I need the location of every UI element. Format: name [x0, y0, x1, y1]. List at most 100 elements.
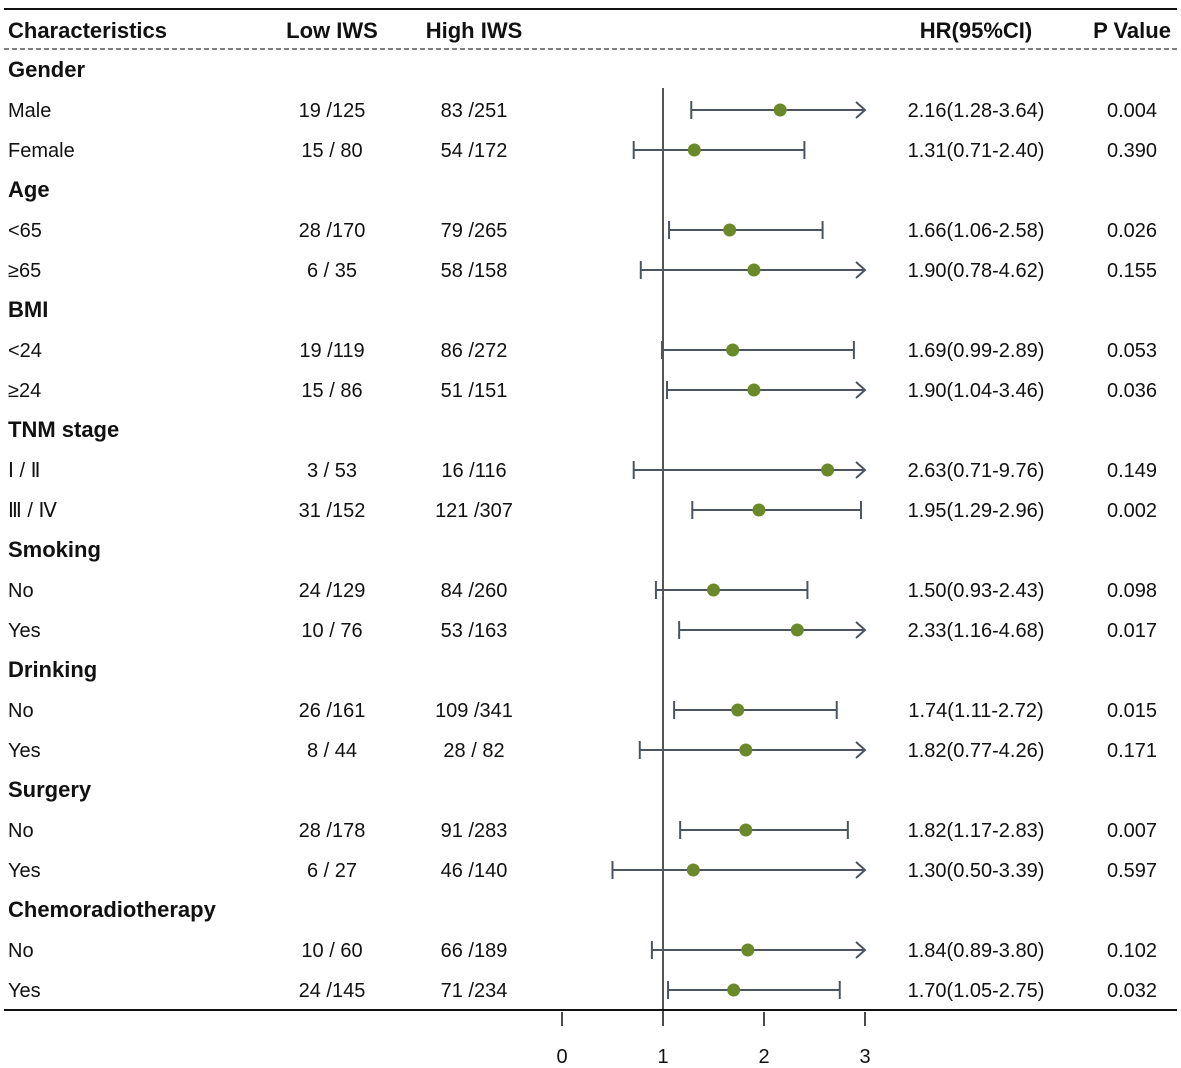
p-value-cell: 0.155	[1107, 260, 1157, 282]
hr-point	[726, 343, 740, 357]
p-value-cell: 0.007	[1107, 820, 1157, 842]
high-iws-cell: 79 /265	[441, 220, 508, 242]
low-iws-cell: 28 /170	[299, 220, 366, 242]
hr-point	[723, 223, 737, 237]
row-label: Ⅲ / Ⅳ	[8, 500, 57, 522]
group-label: TNM stage	[8, 417, 119, 442]
low-iws-cell: 15 / 86	[301, 380, 362, 402]
low-iws-cell: 10 / 76	[301, 620, 362, 642]
hr-point	[727, 983, 741, 997]
ci-arrow-icon	[855, 941, 867, 959]
low-iws-cell: 19 /125	[299, 100, 366, 122]
high-iws-cell: 53 /163	[441, 620, 508, 642]
table-row: <24 19 /119 86 /272 1.69(0.99-2.89) 0.053	[8, 340, 1157, 362]
low-iws-cell: 24 /145	[299, 980, 366, 1002]
header-hr: HR(95%CI)	[920, 18, 1032, 43]
group-label: Gender	[8, 57, 85, 82]
table-row: Ⅲ / Ⅳ 31 /152 121 /307 1.95(1.29-2.96) 0.002	[8, 500, 1157, 522]
p-value-cell: 0.017	[1107, 620, 1157, 642]
high-iws-cell: 46 /140	[441, 860, 508, 882]
high-iws-cell: 71 /234	[441, 980, 508, 1002]
low-iws-cell: 26 /161	[299, 700, 366, 722]
low-iws-cell: 8 / 44	[307, 740, 357, 762]
group-label: Smoking	[8, 537, 101, 562]
group-label: Drinking	[8, 657, 97, 682]
hr-ci-cell: 1.31(0.71-2.40)	[908, 140, 1045, 162]
ci-arrow-icon	[855, 741, 867, 759]
ci-arrow-icon	[855, 261, 867, 279]
high-iws-cell: 121 /307	[435, 500, 513, 522]
p-value-cell: 0.053	[1107, 340, 1157, 362]
hr-ci-cell: 1.82(1.17-2.83)	[908, 820, 1045, 842]
p-value-cell: 0.015	[1107, 700, 1157, 722]
table-row: Yes 24 /145 71 /234 1.70(1.05-2.75) 0.032	[8, 980, 1157, 1002]
table-row: Yes 6 / 27 46 /140 1.30(0.50-3.39) 0.597	[8, 860, 1157, 882]
hr-point	[790, 623, 804, 637]
row-label: Male	[8, 100, 51, 122]
low-iws-cell: 28 /178	[299, 820, 366, 842]
ci-arrow-icon	[855, 621, 867, 639]
row-label: Female	[8, 140, 75, 162]
table-row: Ⅰ / Ⅱ 3 / 53 16 /116 2.63(0.71-9.76) 0.149	[8, 460, 1157, 482]
hr-ci-cell: 1.74(1.11-2.72)	[908, 700, 1043, 722]
x-tick-label: 2	[758, 1046, 769, 1068]
x-tick-label: 0	[556, 1046, 567, 1068]
group-label: BMI	[8, 297, 48, 322]
high-iws-cell: 28 / 82	[443, 740, 504, 762]
group-label: Age	[8, 177, 50, 202]
hr-ci-cell: 1.90(1.04-3.46)	[908, 380, 1045, 402]
high-iws-cell: 109 /341	[435, 700, 513, 722]
hr-point	[707, 583, 720, 597]
p-value-cell: 0.002	[1107, 500, 1157, 522]
high-iws-cell: 83 /251	[441, 100, 508, 122]
rows-layer: Gender Male 19 /125 83 /251 2.16(1.28-3.64) 0…	[8, 57, 1157, 1012]
row-label: No	[8, 940, 34, 962]
low-iws-cell: 19 /119	[299, 340, 364, 362]
hr-ci-cell: 2.33(1.16-4.68)	[908, 620, 1045, 642]
hr-point	[773, 103, 787, 117]
low-iws-cell: 31 /152	[299, 500, 366, 522]
row-label: Yes	[8, 980, 41, 1002]
low-iws-cell: 6 / 35	[307, 260, 357, 282]
row-label: ≥65	[8, 260, 41, 282]
hr-ci-cell: 1.90(0.78-4.62)	[908, 260, 1045, 282]
low-iws-cell: 6 / 27	[307, 860, 357, 882]
low-iws-cell: 3 / 53	[307, 460, 357, 482]
p-value-cell: 0.390	[1107, 140, 1157, 162]
row-label: Yes	[8, 740, 41, 762]
high-iws-cell: 84 /260	[441, 580, 508, 602]
hr-point	[739, 823, 753, 837]
ci-arrow-icon	[855, 381, 867, 399]
x-tick-label: 1	[657, 1046, 668, 1068]
row-label: No	[8, 820, 34, 842]
hr-point	[747, 263, 761, 277]
hr-point	[741, 943, 755, 957]
p-value-cell: 0.102	[1107, 940, 1157, 962]
p-value-cell: 0.032	[1107, 980, 1157, 1002]
header-p-value: P Value	[1093, 18, 1171, 43]
table-row: Yes 10 / 76 53 /163 2.33(1.16-4.68) 0.017	[8, 620, 1157, 642]
high-iws-cell: 86 /272	[441, 340, 508, 362]
table-row: No 26 /161 109 /341 1.74(1.11-2.72) 0.015	[8, 700, 1157, 722]
hr-ci-cell: 1.69(0.99-2.89)	[908, 340, 1045, 362]
hr-ci-cell: 1.70(1.05-2.75)	[908, 980, 1045, 1002]
table-row: ≥24 15 / 86 51 /151 1.90(1.04-3.46) 0.036	[8, 380, 1157, 402]
row-label: No	[8, 700, 34, 722]
high-iws-cell: 54 /172	[441, 140, 508, 162]
ci-arrow-icon	[855, 861, 867, 879]
high-iws-cell: 51 /151	[441, 380, 508, 402]
hr-ci-cell: 1.95(1.29-2.96)	[908, 500, 1045, 522]
hr-point	[821, 463, 835, 477]
group-label: Chemoradiotherapy	[8, 897, 217, 922]
row-label: Ⅰ / Ⅱ	[8, 460, 40, 482]
hr-ci-cell: 1.84(0.89-3.80)	[908, 940, 1045, 962]
p-value-cell: 0.171	[1107, 740, 1157, 762]
table-row: No 24 /129 84 /260 1.50(0.93-2.43) 0.098	[8, 580, 1157, 602]
hr-ci-cell: 1.50(0.93-2.43)	[908, 580, 1045, 602]
x-tick-label: 3	[859, 1046, 870, 1068]
table-row: Female 15 / 80 54 /172 1.31(0.71-2.40) 0.390	[8, 140, 1157, 162]
hr-ci-cell: 2.63(0.71-9.76)	[908, 460, 1045, 482]
low-iws-cell: 15 / 80	[301, 140, 362, 162]
p-value-cell: 0.036	[1107, 380, 1157, 402]
